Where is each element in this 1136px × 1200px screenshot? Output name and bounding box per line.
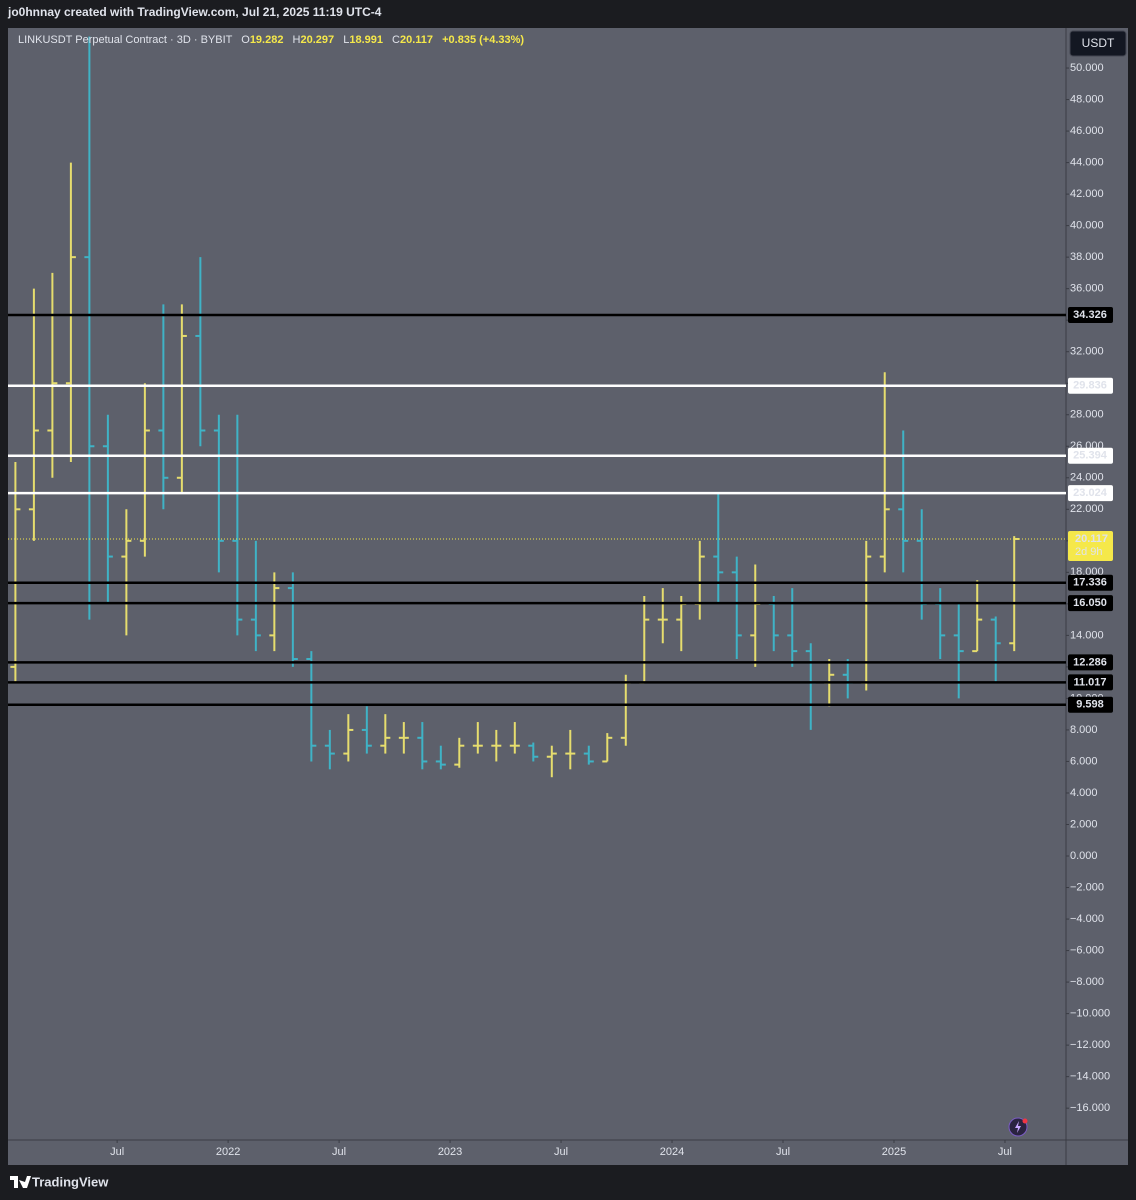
x-tick-label: 2023 — [438, 1146, 462, 1158]
y-tick-label: 2.000 — [1070, 818, 1098, 830]
x-tick-label: 2025 — [882, 1146, 906, 1158]
y-tick-label: −14.000 — [1070, 1071, 1110, 1083]
y-tick-label: 42.000 — [1070, 188, 1104, 200]
y-tick-label: −8.000 — [1070, 976, 1104, 988]
x-tick-label: 2024 — [660, 1146, 684, 1158]
level-label-box — [1068, 447, 1113, 464]
x-tick-label: Jul — [332, 1146, 346, 1158]
y-tick-label: −4.000 — [1070, 913, 1104, 925]
open-label: O — [241, 34, 250, 46]
high-value: 20.297 — [300, 34, 334, 46]
x-tick-label: Jul — [998, 1146, 1012, 1158]
level-label-box — [1068, 595, 1113, 612]
y-tick-label: −10.000 — [1070, 1008, 1110, 1020]
y-tick-label: −2.000 — [1070, 881, 1104, 893]
y-tick-label: 50.000 — [1070, 62, 1104, 74]
plot: 50.000 48.000 46.000 44.000 42.000 40.000 38.0… — [8, 36, 1113, 1158]
level-label-box — [1068, 485, 1113, 502]
y-tick-label: −6.000 — [1070, 944, 1104, 956]
alert-icon-bolt — [1015, 1121, 1021, 1133]
currency-label[interactable]: USDT — [1082, 36, 1115, 50]
y-tick-label: 0.000 — [1070, 850, 1098, 862]
level-label-box — [1068, 654, 1113, 671]
level-label: 23.024 — [1073, 487, 1108, 499]
close-value: 20.117 — [400, 34, 433, 46]
level-label-box — [1068, 696, 1113, 713]
level-label-box — [1068, 307, 1113, 324]
level-label: 16.050 — [1073, 597, 1107, 609]
x-tick-label: Jul — [776, 1146, 790, 1158]
level-label: 17.336 — [1073, 577, 1107, 589]
last-price-label: 20.117 — [1075, 533, 1108, 545]
header: jo0hnnay created with TradingView.com, J… — [7, 5, 382, 19]
y-tick-label: 46.000 — [1070, 125, 1104, 137]
chart-panel — [8, 28, 1128, 1165]
footer-brand: TradingView — [32, 1174, 109, 1189]
x-tick-label: Jul — [554, 1146, 568, 1158]
y-tick-label: 22.000 — [1070, 503, 1104, 515]
symbol: LINKUSDT Perpetual Contract · 3D · BYBIT — [18, 34, 233, 46]
level-label-box — [1068, 674, 1113, 691]
alert-dot — [1022, 1118, 1028, 1124]
y-tick-label: 14.000 — [1070, 629, 1104, 641]
y-tick-label: 40.000 — [1070, 220, 1104, 232]
tv-logo — [10, 1176, 31, 1188]
low-label: L — [343, 34, 349, 46]
y-tick-label: 4.000 — [1070, 787, 1098, 799]
last-price-box — [1068, 530, 1113, 561]
currency-button[interactable] — [1069, 30, 1127, 57]
x-tick-label: 2022 — [216, 1146, 240, 1158]
level-label: 29.836 — [1073, 380, 1107, 392]
y-tick-label: 28.000 — [1070, 409, 1104, 421]
x-tick-label: Jul — [110, 1146, 124, 1158]
high-label: H — [293, 34, 301, 46]
low-value: 18.991 — [349, 34, 383, 46]
y-tick-label: −12.000 — [1070, 1039, 1110, 1051]
close-label: C — [392, 34, 400, 46]
level-label: 11.017 — [1073, 676, 1106, 688]
level-label-box — [1068, 377, 1113, 394]
y-tick-label: 48.000 — [1070, 93, 1104, 105]
countdown: 2d 9h — [1075, 546, 1103, 558]
y-tick-label: 38.000 — [1070, 251, 1104, 263]
level-label-box — [1068, 574, 1113, 591]
y-tick-label: 24.000 — [1070, 472, 1104, 484]
level-label: 25.394 — [1073, 450, 1108, 462]
y-tick-label: 32.000 — [1070, 346, 1104, 358]
y-tick-label: 36.000 — [1070, 283, 1104, 295]
y-tick-label: 8.000 — [1070, 724, 1098, 736]
level-label: 12.286 — [1073, 656, 1107, 668]
y-tick-label: 6.000 — [1070, 755, 1098, 767]
change: +0.835 (+4.33%) — [442, 34, 524, 46]
legend: LINKUSDT Perpetual Contract · 3D · BYBIT… — [18, 34, 524, 46]
y-tick-label: −16.000 — [1070, 1102, 1110, 1114]
y-tick-label: 44.000 — [1070, 156, 1104, 168]
level-label: 34.326 — [1073, 309, 1107, 321]
level-label: 9.598 — [1076, 699, 1104, 711]
open-value: 19.282 — [250, 34, 284, 46]
